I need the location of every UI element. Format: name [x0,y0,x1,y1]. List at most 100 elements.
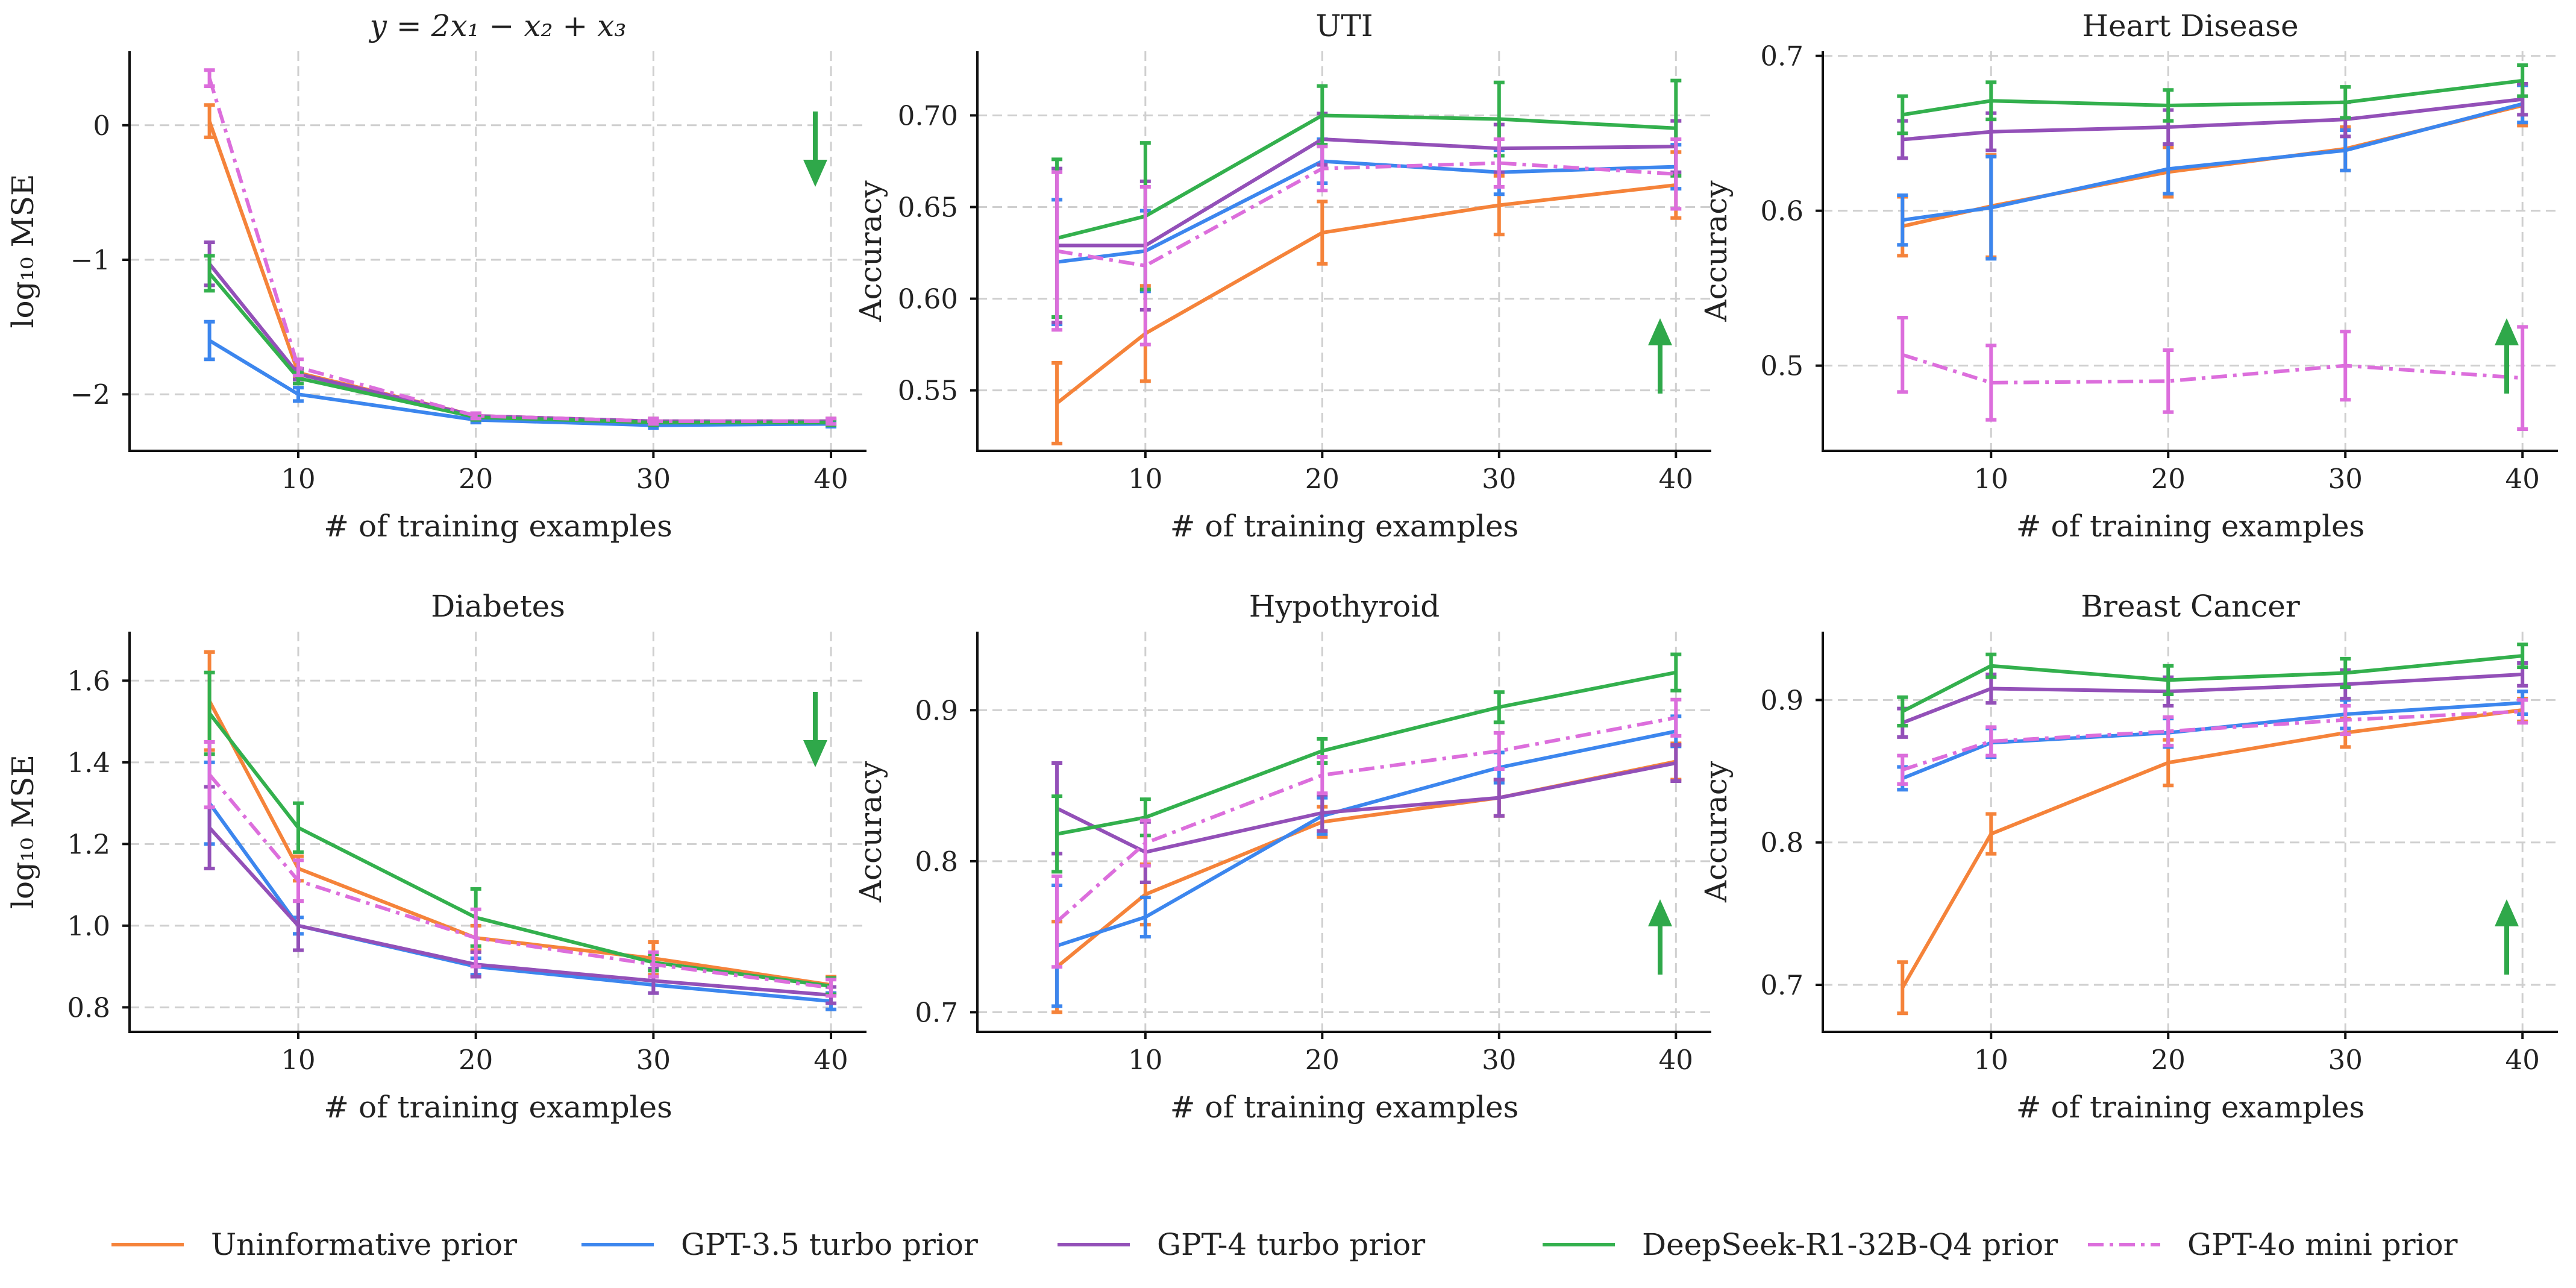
error-bar-deepseek [1897,94,1908,136]
x-tick-label: 10 [1974,463,2008,495]
x-axis-label: # of training examples [1170,1090,1519,1125]
x-tick-label: 20 [459,463,493,495]
error-bar-gpt4o_mini [1985,344,1997,422]
series-line-gpt35 [1902,102,2523,222]
x-tick-label: 30 [2328,463,2363,495]
error-bar-gpt4o_mini [2163,348,2174,414]
error-bar-deepseek [2517,642,2528,670]
panel-2: 10 20 30 40 0.55 0.60 0.65 0.70 UTI # of training… [853,8,1711,544]
series-line-uninformative [207,700,832,987]
panel-title: Hypothyroid [1249,589,1440,624]
error-bar-gpt4o_mini [470,411,481,421]
error-bar-gpt4o_mini [1897,753,1908,786]
series-line-uninformative [1056,183,1676,405]
y-tick-label: 1.0 [67,910,110,942]
x-tick-label: 20 [2151,463,2186,495]
error-bar-gpt4o_mini [648,416,659,426]
error-bar-gpt4o_mini [2340,330,2351,402]
y-tick-label: 0.7 [1760,969,1804,1001]
y-tick-label: 0.9 [915,694,958,726]
error-bar-gpt35 [204,319,215,362]
error-bar-gpt4o_mini [1493,730,1505,771]
error-bar-gpt4o_mini [2163,715,2174,748]
legend-item-deepseek: DeepSeek-R1-32B-Q4 prior [1543,1227,2058,1262]
x-tick-label: 40 [813,1044,848,1076]
error-bar-gpt35 [1139,895,1151,939]
x-tick-label: 30 [1482,463,1516,495]
panel-title: Heart Disease [2082,8,2298,43]
series-line-gpt4o_mini [1902,353,2523,385]
error-bar-gpt4o_mini [2517,698,2528,725]
y-tick-label: 0.8 [67,991,110,1023]
panel-4: 10 20 30 40 0.8 1.0 1.2 1.4 1.6 Diabetes # of trai… [5,589,867,1125]
panel-title: Diabetes [431,589,565,624]
x-tick-label: 20 [1305,463,1340,495]
y-tick-label: −2 [71,379,110,410]
y-tick-label: 0.8 [1760,827,1804,859]
panel-3: 10 20 30 40 0.5 0.6 0.7 Heart Disease # of train… [1699,8,2558,544]
axes-spine [1822,51,2558,452]
error-bar-deepseek [1493,690,1505,724]
y-axis-label: log₁₀ MSE [5,755,40,909]
error-bar-gpt4o_mini [204,740,215,809]
arrow-up-icon [2495,899,2519,975]
y-axis-label: log₁₀ MSE [5,174,40,328]
x-tick-label: 20 [459,1044,493,1076]
series-line-gpt4 [1902,672,2523,725]
series-line-gpt4o_mini [1056,715,1676,923]
axes-spine [976,51,1711,452]
error-bar-gpt4o_mini [1317,755,1328,796]
panel-title: Breast Cancer [2081,589,2300,624]
arrow-up-icon [1648,318,1672,394]
x-tick-label: 40 [2505,463,2540,495]
error-bar-deepseek [1670,652,1682,693]
legend-item-gpt4: GPT-4 turbo prior [1058,1227,1425,1262]
y-tick-label: −1 [71,244,110,276]
error-bar-gpt4o_mini [292,858,304,903]
series-line-gpt4 [1056,761,1676,854]
x-tick-label: 30 [1482,1044,1516,1076]
series-line-gpt4 [1057,137,1676,248]
x-axis-label: # of training examples [324,1090,672,1125]
error-bar-gpt4o_mini [1670,137,1682,211]
legend: Uninformative prior GPT-3.5 turbo prior GP… [111,1227,2458,1262]
legend-label: Uninformative prior [211,1227,517,1262]
x-tick-label: 30 [636,1044,671,1076]
error-bar-deepseek [1317,84,1328,147]
y-axis-label: Accuracy [1699,761,1734,903]
error-bar-gpt35 [1985,154,1997,261]
series-line-gpt4 [208,262,832,423]
y-tick-label: 0.60 [898,283,958,315]
panel-title: y = 2x₁ − x₂ + x₃ [369,8,627,43]
x-tick-label: 30 [2328,1044,2363,1076]
legend-item-gpt35: GPT-3.5 turbo prior [581,1227,978,1262]
error-bar-uninformative [1985,812,1997,856]
panel-1: 10 20 30 40 0 −1 −2 y = 2x₁ − x₂ + x₃ # of train… [5,8,867,544]
panel-title: UTI [1315,8,1373,43]
error-bar-gpt4o_mini [1051,170,1063,332]
y-axis-label: Accuracy [853,180,888,322]
error-bar-gpt4o_mini [2340,703,2351,737]
error-bar-gpt4o_mini [1139,185,1151,347]
y-tick-label: 0.5 [1760,350,1804,382]
axes-spine [128,51,867,452]
y-tick-label: 0 [93,110,110,142]
error-bar-gpt35 [1897,193,1908,247]
error-bar-gpt4o_mini [470,907,481,969]
panel-5: 10 20 30 40 0.7 0.8 0.9 Hypothyroid # of trainin… [853,589,1711,1125]
x-tick-label: 10 [281,463,315,495]
error-bar-gpt4o_mini [204,68,215,89]
error-bar-gpt4o_mini [826,978,837,998]
y-tick-label: 0.8 [915,846,958,878]
error-bar-gpt4 [1670,743,1682,784]
y-tick-label: 0.7 [1760,40,1804,72]
error-bar-gpt4o_mini [1051,874,1063,969]
legend-item-gpt4o_mini: GPT-4o mini prior [2088,1227,2458,1262]
x-tick-label: 40 [2505,1044,2540,1076]
x-axis-label: # of training examples [2016,509,2365,544]
error-bar-deepseek [1985,80,1997,122]
y-tick-label: 1.4 [67,747,110,779]
series-line-gpt35 [1056,729,1676,948]
y-tick-label: 0.55 [898,375,958,407]
